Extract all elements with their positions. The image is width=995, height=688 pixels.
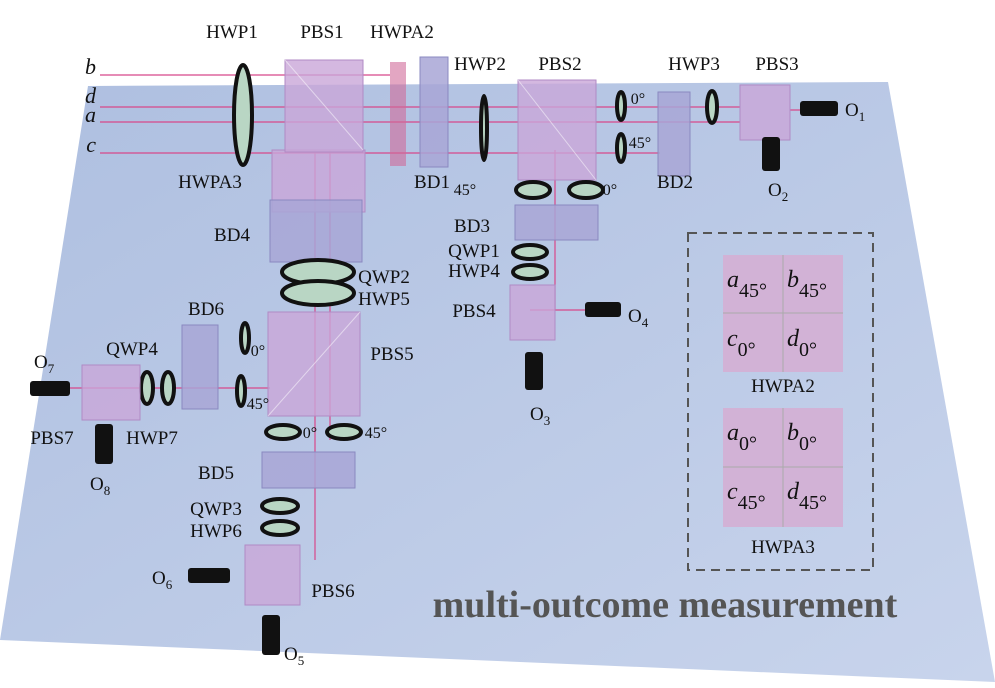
setup-diagram: multi-outcome measurement bdacHWP1PBS1HW… xyxy=(0,0,995,688)
angle-label: 45° xyxy=(247,396,269,413)
output-sub: 8 xyxy=(104,483,111,498)
component-label: BD6 xyxy=(188,299,224,320)
output-base: O xyxy=(768,180,782,201)
component-label: HWP4 xyxy=(448,261,500,282)
angle-label: 0° xyxy=(303,425,317,442)
angle-label: 0° xyxy=(251,343,265,360)
component-label: PBS1 xyxy=(300,22,343,43)
cell-angle: 0° xyxy=(738,339,756,361)
angle-label: 0° xyxy=(603,182,617,199)
output-base: O xyxy=(90,474,104,495)
cell-angle: 45° xyxy=(799,492,827,514)
inset-label: HWPA3 xyxy=(751,537,815,558)
component-label: HWP1 xyxy=(206,22,258,43)
output-sub: 3 xyxy=(544,413,551,428)
output-base: O xyxy=(34,352,48,373)
output-sub: 5 xyxy=(298,653,305,668)
angle-label: 45° xyxy=(454,182,476,199)
component-label: HWP7 xyxy=(126,428,178,449)
beam-label: b xyxy=(85,54,96,79)
component-label: HWP3 xyxy=(668,54,720,75)
component-label: PBS3 xyxy=(755,54,798,75)
component-label: HWP2 xyxy=(454,54,506,75)
cell-angle: 0° xyxy=(739,433,757,455)
output-base: O xyxy=(284,644,298,665)
inset-label: HWPA2 xyxy=(751,376,815,397)
cell-letter: c xyxy=(727,326,738,352)
component-label: PBS5 xyxy=(370,344,413,365)
output-base: O xyxy=(152,568,166,589)
beam-label: a xyxy=(85,102,96,127)
output-base: O xyxy=(628,306,642,327)
output-sub: 7 xyxy=(48,361,55,376)
component-label: PBS6 xyxy=(311,581,354,602)
component-label: QWP2 xyxy=(358,267,410,288)
component-label: HWPA2 xyxy=(370,22,434,43)
cell-angle: 0° xyxy=(799,433,817,455)
component-label: HWP5 xyxy=(358,289,410,310)
cell-letter: a xyxy=(727,267,739,293)
output-base: O xyxy=(530,404,544,425)
angle-label: 0° xyxy=(631,91,645,108)
component-label: BD5 xyxy=(198,463,234,484)
component-label: QWP1 xyxy=(448,241,500,262)
component-label: BD1 xyxy=(414,172,450,193)
output-sub: 4 xyxy=(642,315,649,330)
output-sub: 2 xyxy=(782,189,789,204)
cell-angle: 45° xyxy=(738,492,766,514)
component-label: QWP3 xyxy=(190,499,242,520)
cell-angle: 45° xyxy=(739,280,767,302)
component-label: BD2 xyxy=(657,172,693,193)
output-sub: 1 xyxy=(859,109,866,124)
component-label: PBS2 xyxy=(538,54,581,75)
angle-label: 45° xyxy=(365,425,387,442)
cell-letter: c xyxy=(727,479,738,505)
beam-label: c xyxy=(86,132,96,157)
component-label: BD3 xyxy=(454,216,490,237)
angle-label: 45° xyxy=(629,135,651,152)
component-label: BD4 xyxy=(214,225,250,246)
component-label: QWP4 xyxy=(106,339,158,360)
component-label: PBS4 xyxy=(452,301,496,322)
output-sub: 6 xyxy=(166,577,173,592)
cell-letter: b xyxy=(787,420,799,446)
cell-angle: 0° xyxy=(799,339,817,361)
component-label: HWPA3 xyxy=(178,172,242,193)
output-base: O xyxy=(845,100,859,121)
caption: multi-outcome measurement xyxy=(433,584,898,626)
component-label: HWP6 xyxy=(190,521,242,542)
cell-letter: b xyxy=(787,267,799,293)
cell-angle: 45° xyxy=(799,280,827,302)
component-label: PBS7 xyxy=(30,428,73,449)
cell-letter: a xyxy=(727,420,739,446)
